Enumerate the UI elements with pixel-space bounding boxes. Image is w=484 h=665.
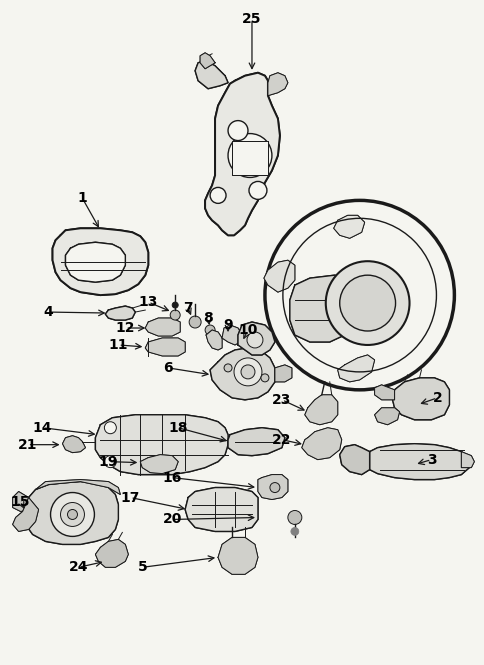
Text: 10: 10 [238,323,257,337]
Polygon shape [222,325,242,345]
Polygon shape [238,322,274,355]
Polygon shape [392,378,449,420]
Text: 4: 4 [44,305,53,319]
Circle shape [205,325,214,335]
Polygon shape [140,455,178,473]
Text: 17: 17 [121,491,140,505]
Circle shape [227,134,272,178]
Polygon shape [145,338,185,356]
Polygon shape [301,428,341,460]
Text: 5: 5 [137,561,147,575]
Circle shape [246,332,262,348]
Circle shape [189,316,201,328]
Text: 14: 14 [33,421,52,435]
Polygon shape [333,215,364,238]
Text: 18: 18 [168,421,187,435]
Text: 24: 24 [69,561,88,575]
Circle shape [170,310,180,320]
Text: 11: 11 [108,338,128,352]
Circle shape [287,511,301,525]
Polygon shape [65,242,125,282]
Polygon shape [200,53,214,68]
Circle shape [104,422,116,434]
Circle shape [104,456,116,467]
Text: 21: 21 [18,438,37,452]
Polygon shape [337,355,374,382]
Polygon shape [205,72,279,235]
Circle shape [290,527,298,535]
Circle shape [224,364,231,372]
Polygon shape [263,260,294,292]
Polygon shape [304,395,337,425]
Text: 6: 6 [163,361,173,375]
Text: 9: 9 [223,318,232,332]
Polygon shape [218,537,257,575]
Circle shape [248,182,266,200]
Polygon shape [366,444,469,479]
Text: 1: 1 [77,192,87,205]
Polygon shape [339,445,369,475]
Polygon shape [374,385,394,400]
Text: 23: 23 [272,393,291,407]
Circle shape [210,188,226,203]
Polygon shape [460,452,473,467]
Circle shape [260,374,268,382]
Circle shape [234,358,261,386]
Polygon shape [185,487,257,531]
Circle shape [325,261,408,345]
Polygon shape [267,72,287,96]
Text: 2: 2 [432,391,441,405]
Circle shape [270,483,279,493]
Polygon shape [52,228,148,295]
Polygon shape [374,408,399,425]
Circle shape [172,302,178,308]
Text: 12: 12 [115,321,135,335]
Polygon shape [227,428,284,456]
Circle shape [227,120,247,140]
Polygon shape [274,365,291,382]
Polygon shape [289,275,347,342]
Text: 3: 3 [426,453,436,467]
Text: 7: 7 [183,301,193,315]
Polygon shape [105,306,135,320]
Polygon shape [145,318,180,336]
Polygon shape [231,140,267,176]
Polygon shape [95,415,227,475]
Polygon shape [195,61,227,88]
Text: 22: 22 [272,433,291,447]
Polygon shape [95,539,128,567]
Polygon shape [62,436,85,453]
Text: 25: 25 [242,12,261,26]
Circle shape [67,509,77,519]
Polygon shape [206,330,222,350]
Text: 20: 20 [162,513,182,527]
Text: 19: 19 [99,455,118,469]
Polygon shape [13,491,30,511]
Polygon shape [257,475,287,499]
Circle shape [50,493,94,537]
Text: 13: 13 [138,295,158,309]
Text: 8: 8 [203,311,212,325]
Circle shape [339,275,395,331]
Circle shape [60,503,84,527]
Polygon shape [35,479,120,495]
Text: 15: 15 [11,495,30,509]
Text: 16: 16 [162,471,182,485]
Polygon shape [210,348,274,400]
Polygon shape [13,497,39,531]
Circle shape [241,365,255,379]
Polygon shape [23,481,118,545]
